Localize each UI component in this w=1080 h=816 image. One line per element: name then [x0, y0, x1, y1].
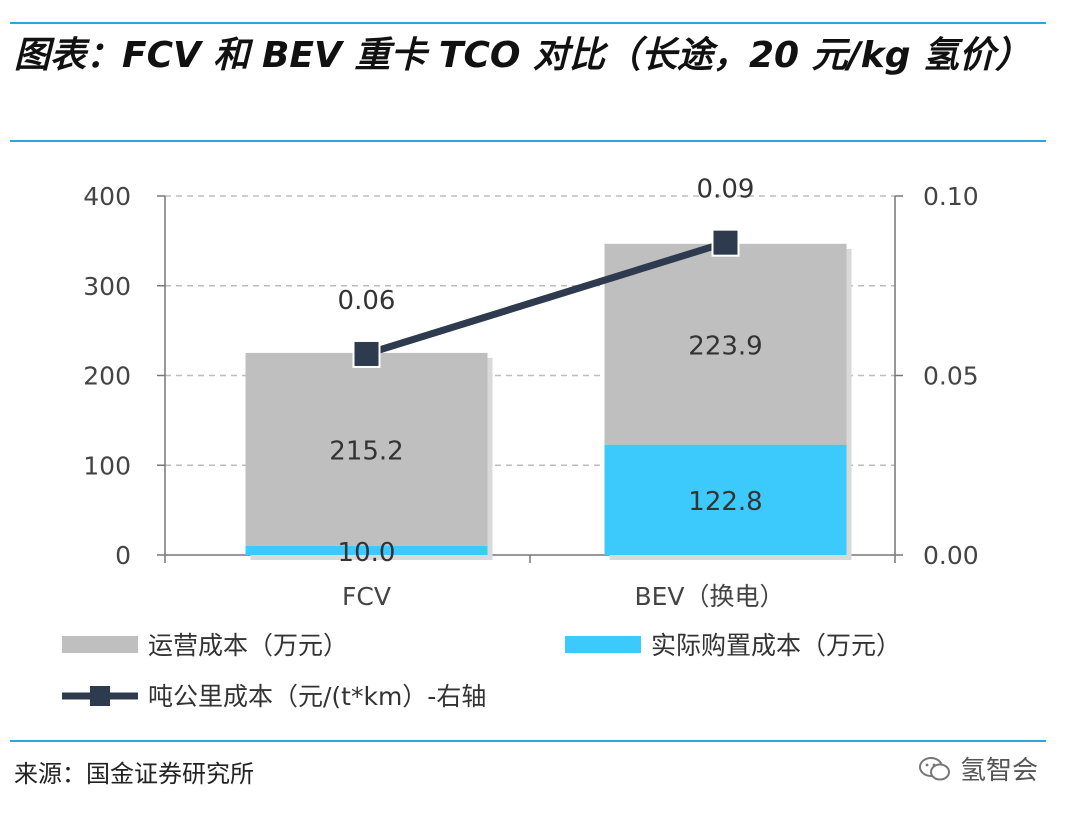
label-line: 0.06: [338, 286, 396, 316]
x-category-label: FCV: [342, 582, 391, 611]
y-tick-label: 300: [83, 272, 131, 301]
label-purchase: 10.0: [338, 538, 396, 568]
watermark-text: 氢智会: [960, 756, 1039, 786]
bar-operating: [245, 352, 488, 547]
tco-comparison-chart: 0 100 200 300 400 0.00 0.05 0.10 215.2 10.0 FCV 223…: [62, 175, 979, 711]
bar-purchase: [604, 444, 847, 555]
line-marker: [711, 228, 740, 257]
y-tick-label: 100: [83, 451, 131, 480]
legend-swatch-operating: [62, 636, 138, 653]
legend-swatch-purchase: [565, 636, 641, 653]
source-rule: [10, 740, 1046, 742]
line-ton-km-cost: [365, 239, 727, 358]
top-rule: [10, 22, 1046, 24]
label-line: 0.09: [697, 175, 755, 205]
y-tick-label: 400: [83, 182, 131, 211]
title-rule: [10, 140, 1046, 142]
y2-tick-label: 0.00: [923, 541, 979, 570]
legend-label-purchase: 实际购置成本（万元）: [651, 631, 901, 660]
label-purchase: 122.8: [688, 487, 762, 517]
legend-label-operating: 运营成本（万元）: [148, 631, 348, 660]
bar-purchase: [245, 546, 488, 555]
label-operating: 223.9: [688, 331, 762, 361]
chat-icon: [919, 756, 950, 780]
x-category-label: BEV（换电）: [634, 582, 784, 611]
legend-swatch-marker: [90, 686, 110, 706]
line-marker: [352, 339, 381, 368]
watermark: 氢智会: [918, 750, 1038, 787]
y2-tick-label: 0.10: [923, 182, 979, 211]
figure-title: 图表：FCV 和 BEV 重卡 TCO 对比（长途，20 元/kg 氢价）: [14, 35, 1032, 76]
source-note: 来源：国金证券研究所: [14, 760, 254, 788]
y-tick-label: 200: [83, 362, 131, 391]
bar-operating: [604, 243, 847, 445]
y-tick-label: 0: [115, 541, 131, 570]
y2-tick-label: 0.05: [923, 362, 979, 391]
legend-label-line: 吨公里成本（元/(t*km）-右轴: [148, 682, 486, 711]
label-operating: 215.2: [329, 436, 403, 466]
